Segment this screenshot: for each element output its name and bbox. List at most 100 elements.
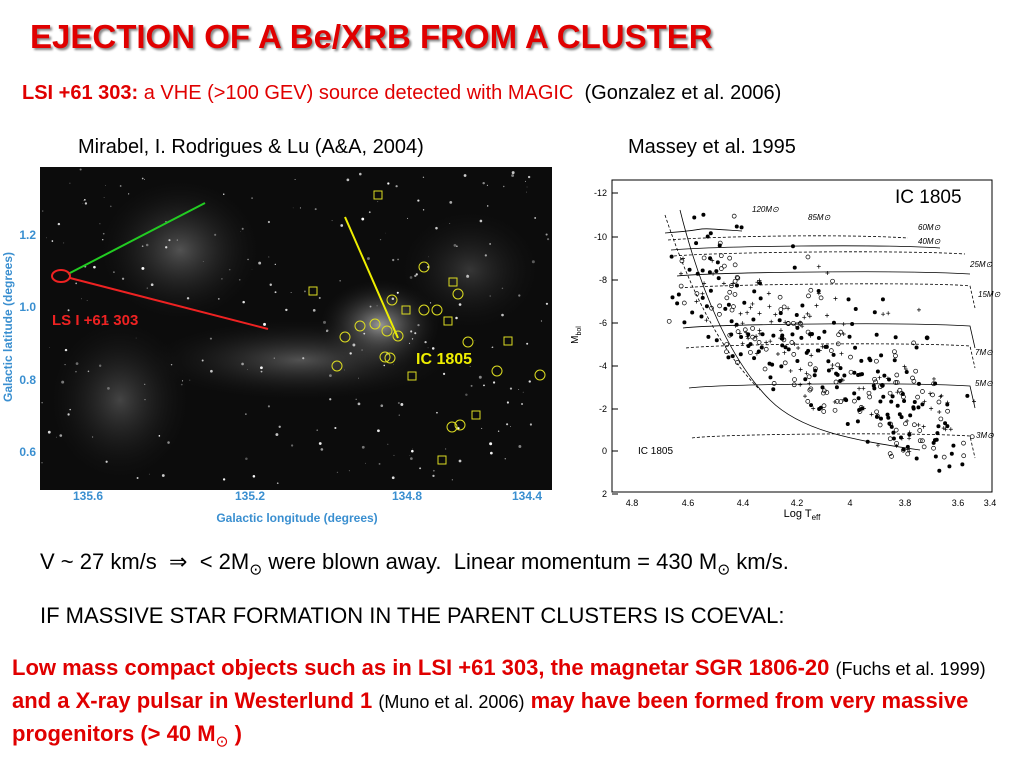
star-point [727, 289, 733, 295]
marker [491, 365, 503, 377]
star [202, 261, 204, 262]
star-point [778, 307, 784, 312]
star [458, 459, 462, 463]
star-point [734, 224, 739, 229]
star [316, 429, 319, 432]
star-point [807, 381, 812, 386]
star [506, 423, 509, 426]
star [432, 474, 435, 478]
star-point [748, 350, 753, 355]
star-point [869, 412, 874, 417]
star [393, 363, 394, 365]
star-point [933, 454, 938, 459]
star-point [758, 296, 763, 301]
star [518, 294, 521, 297]
star-point [737, 331, 742, 336]
star [377, 429, 380, 433]
star [486, 184, 489, 186]
star-point [879, 353, 884, 358]
star [101, 238, 104, 241]
star-point [788, 368, 793, 373]
condition: IF MASSIVE STAR FORMATION IN THE PARENT … [40, 603, 785, 628]
star-point [732, 278, 738, 284]
star-point [911, 378, 917, 384]
track-label: 85M⊙ [808, 213, 831, 222]
star-point [969, 434, 975, 440]
star [165, 246, 168, 249]
star-point [903, 421, 908, 427]
star [484, 254, 487, 257]
star-point [833, 379, 839, 385]
star-point [886, 415, 891, 420]
star-point [767, 304, 772, 309]
marker [384, 352, 396, 364]
star [422, 209, 425, 211]
star [422, 176, 425, 178]
star-point [777, 318, 782, 323]
star-point [834, 385, 839, 390]
star-point [744, 330, 749, 335]
star [540, 320, 543, 322]
star-point [769, 319, 774, 324]
star-point [905, 418, 910, 423]
x-label-sub: eff [812, 513, 822, 520]
star [326, 329, 329, 332]
star [455, 316, 458, 320]
star [429, 302, 432, 304]
marker [418, 261, 430, 273]
star [75, 362, 79, 365]
star-point [835, 341, 841, 347]
star-point [943, 421, 948, 426]
star-point [821, 403, 827, 409]
star-point [746, 343, 751, 348]
star [349, 352, 352, 355]
star [269, 283, 272, 286]
plot-label: IC 1805 [895, 187, 962, 208]
star-point [875, 443, 880, 448]
star-point [825, 313, 830, 318]
star-point [750, 326, 755, 331]
star-point [893, 335, 898, 340]
star-point [768, 339, 773, 344]
star [469, 366, 471, 367]
star-point [965, 393, 970, 398]
star-point [857, 386, 862, 391]
star-point [855, 419, 860, 424]
star-point [794, 313, 799, 318]
star [526, 342, 529, 345]
star-point [881, 312, 886, 317]
star-point [848, 354, 853, 360]
star-point [806, 293, 811, 299]
track-label: 120M⊙ [752, 205, 779, 214]
star-point [716, 276, 721, 281]
star [377, 201, 379, 203]
star [318, 442, 322, 445]
star [110, 205, 112, 208]
star-point [900, 391, 905, 396]
star-point [816, 289, 821, 294]
star [339, 280, 341, 282]
star-point [913, 368, 919, 374]
x-tick-label: 4.8 [626, 498, 639, 508]
star [176, 239, 178, 241]
star [398, 414, 400, 416]
star-point [822, 329, 827, 334]
star-point [687, 267, 692, 272]
star [267, 405, 271, 408]
star-point [828, 348, 834, 353]
star-point [912, 422, 917, 428]
star-point [825, 271, 830, 276]
star [93, 265, 96, 269]
star [414, 332, 417, 335]
x-axis-label: Log Teff [784, 508, 821, 520]
star [82, 203, 84, 204]
star-point [780, 343, 785, 348]
star-point [805, 311, 810, 316]
star [214, 233, 217, 236]
star-point [705, 234, 710, 239]
star-point [830, 366, 835, 371]
star-point [803, 394, 808, 399]
marker [401, 305, 411, 315]
star-point [675, 301, 680, 306]
star-point [786, 306, 791, 311]
